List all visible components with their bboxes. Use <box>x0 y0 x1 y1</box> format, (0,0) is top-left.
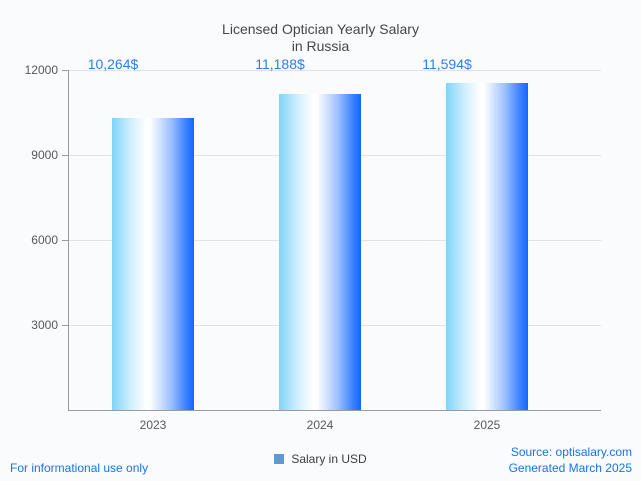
chart-title-line-1: Licensed Optician Yearly Salary <box>222 21 419 37</box>
bar-2024[interactable] <box>279 94 361 410</box>
y-tick-mark-6000 <box>62 240 68 241</box>
y-tick-label-6000: 6000 <box>31 233 58 247</box>
y-tick-mark-12000 <box>62 70 68 71</box>
chart-legend: Salary in USD <box>0 452 641 466</box>
value-label-2024: 11,188$ <box>255 56 305 72</box>
y-tick-label-3000: 3000 <box>31 318 58 332</box>
footer-disclaimer: For informational use only <box>10 461 149 475</box>
legend-swatch-icon <box>274 454 285 464</box>
plot-area <box>68 70 601 410</box>
y-tick-mark-9000 <box>62 155 68 156</box>
x-tick-label-2024: 2024 <box>306 418 334 432</box>
x-axis-line <box>68 410 601 411</box>
y-tick-mark-3000 <box>62 325 68 326</box>
value-label-2025: 11,594$ <box>422 56 472 72</box>
x-tick-label-2023: 2023 <box>139 418 167 432</box>
x-tick-label-2025: 2025 <box>473 418 501 432</box>
footer-source-link[interactable]: Source: optisalary.com <box>510 445 632 459</box>
y-tick-label-9000: 9000 <box>31 148 58 162</box>
chart-title: Licensed Optician Yearly Salary in Russi… <box>0 4 641 72</box>
footer-generated-date: Generated March 2025 <box>508 461 632 475</box>
y-tick-label-12000: 12000 <box>24 63 58 77</box>
y-axis: 12000 9000 6000 3000 <box>0 0 58 481</box>
y-axis-line <box>68 70 69 411</box>
bar-2023[interactable] <box>112 118 194 410</box>
gridline-12000 <box>68 70 601 71</box>
chart-title-line-2: in Russia <box>291 38 350 54</box>
footer-source-block: Source: optisalary.com Generated March 2… <box>509 444 632 476</box>
bar-2025[interactable] <box>446 83 528 410</box>
legend-item-label-salary-in-usd: Salary in USD <box>291 452 367 466</box>
value-label-2023: 10,264$ <box>87 56 139 72</box>
